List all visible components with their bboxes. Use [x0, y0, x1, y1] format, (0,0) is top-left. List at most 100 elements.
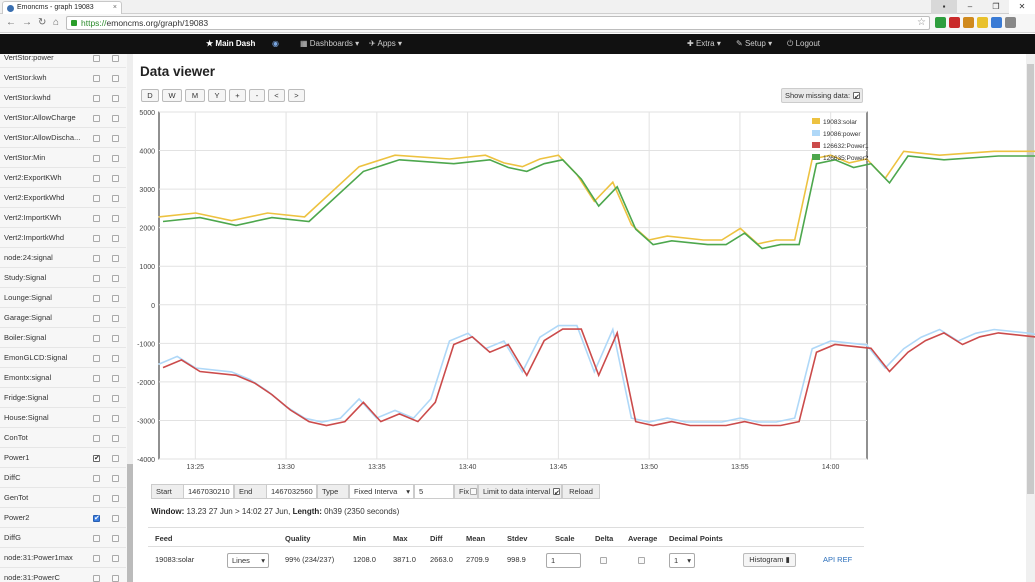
sidebar-scroll-thumb[interactable]	[127, 464, 133, 582]
apps-menu[interactable]: ✈ Apps ▾	[369, 39, 402, 48]
right-axis-checkbox[interactable]	[112, 395, 119, 402]
sidebar-scrollbar[interactable]	[127, 54, 133, 582]
right-axis-checkbox[interactable]	[112, 135, 119, 142]
right-axis-checkbox[interactable]	[112, 375, 119, 382]
left-axis-checkbox[interactable]	[93, 355, 100, 362]
fix-toggle[interactable]: Fix	[454, 484, 478, 499]
extension-shield-icon[interactable]	[949, 17, 960, 28]
left-axis-checkbox[interactable]	[93, 435, 100, 442]
right-axis-checkbox[interactable]	[112, 255, 119, 262]
right-axis-checkbox[interactable]	[112, 555, 119, 562]
left-axis-checkbox[interactable]	[93, 235, 100, 242]
right-axis-checkbox[interactable]	[112, 75, 119, 82]
right-axis-checkbox[interactable]	[112, 415, 119, 422]
left-axis-checkbox[interactable]	[93, 215, 100, 222]
range-button[interactable]: +	[229, 89, 246, 102]
right-axis-checkbox[interactable]	[112, 215, 119, 222]
browser-tab[interactable]: Emoncms - graph 19083 ×	[2, 1, 122, 14]
left-axis-checkbox[interactable]	[93, 295, 100, 302]
left-axis-checkbox[interactable]	[93, 415, 100, 422]
decimal-points-select[interactable]: 1 ▾	[669, 553, 695, 568]
left-axis-checkbox[interactable]	[93, 475, 100, 482]
left-axis-checkbox[interactable]	[93, 75, 100, 82]
show-missing-checkbox[interactable]	[853, 91, 860, 104]
limit-interval-checkbox[interactable]	[553, 487, 560, 500]
fix-checkbox[interactable]	[470, 488, 477, 495]
right-axis-checkbox[interactable]	[112, 235, 119, 242]
user-icon[interactable]: ▪	[931, 0, 957, 14]
minimize-icon[interactable]: –	[967, 2, 973, 11]
left-axis-checkbox[interactable]	[93, 255, 100, 262]
right-axis-checkbox[interactable]	[112, 495, 119, 502]
left-axis-checkbox[interactable]	[93, 275, 100, 282]
right-axis-checkbox[interactable]	[112, 335, 119, 342]
left-axis-checkbox[interactable]	[93, 155, 100, 162]
menu-icon[interactable]	[1005, 17, 1016, 28]
delta-checkbox[interactable]	[600, 557, 607, 564]
left-axis-checkbox[interactable]	[93, 175, 100, 182]
line-type-select[interactable]: Lines ▾	[227, 553, 269, 568]
logout-link[interactable]: ⏻ Logout	[787, 39, 821, 48]
left-axis-checkbox[interactable]	[93, 395, 100, 402]
right-axis-checkbox[interactable]	[112, 515, 119, 522]
show-missing-toggle[interactable]: Show missing data:	[781, 88, 863, 104]
range-button[interactable]: W	[162, 89, 182, 102]
interval-input[interactable]: 5	[414, 484, 454, 499]
right-axis-checkbox[interactable]	[112, 55, 119, 62]
left-axis-checkbox[interactable]	[93, 535, 100, 542]
reload-button[interactable]: Reload	[562, 484, 600, 499]
reload-icon[interactable]: ↻	[38, 17, 47, 28]
left-axis-checkbox[interactable]	[93, 375, 100, 382]
back-icon[interactable]: ←	[6, 17, 16, 28]
range-button[interactable]: -	[249, 89, 265, 102]
tab-close-icon[interactable]: ×	[112, 4, 117, 11]
right-axis-checkbox[interactable]	[112, 475, 119, 482]
forward-icon[interactable]: →	[22, 17, 32, 28]
right-axis-checkbox[interactable]	[112, 175, 119, 182]
left-axis-checkbox[interactable]	[93, 55, 100, 62]
range-button[interactable]: M	[185, 89, 205, 102]
right-axis-checkbox[interactable]	[112, 95, 119, 102]
page-scrollbar[interactable]	[1026, 54, 1035, 582]
page-scroll-thumb[interactable]	[1027, 64, 1034, 494]
left-axis-checkbox[interactable]	[93, 514, 100, 522]
maximize-icon[interactable]: ❐	[992, 2, 1000, 11]
extension-orange-icon[interactable]	[963, 17, 974, 28]
histogram-button[interactable]: Histogram ▮	[743, 553, 796, 567]
bookmark-star-icon[interactable]: ☆	[917, 17, 926, 28]
right-axis-checkbox[interactable]	[112, 115, 119, 122]
right-axis-checkbox[interactable]	[112, 275, 119, 282]
start-input[interactable]: 1467030210	[183, 484, 234, 499]
right-axis-checkbox[interactable]	[112, 315, 119, 322]
left-axis-checkbox[interactable]	[93, 95, 100, 102]
extra-menu[interactable]: ✚ Extra ▾	[687, 39, 721, 48]
extension-yellow-icon[interactable]	[977, 17, 988, 28]
extension-green-icon[interactable]	[935, 17, 946, 28]
left-axis-checkbox[interactable]	[93, 315, 100, 322]
right-axis-checkbox[interactable]	[112, 435, 119, 442]
right-axis-checkbox[interactable]	[112, 195, 119, 202]
average-checkbox[interactable]	[638, 557, 645, 564]
dashboards-menu[interactable]: ▦ Dashboards ▾	[300, 39, 360, 48]
range-button[interactable]: <	[268, 89, 285, 102]
left-axis-checkbox[interactable]	[93, 135, 100, 142]
right-axis-checkbox[interactable]	[112, 155, 119, 162]
left-axis-checkbox[interactable]	[93, 335, 100, 342]
left-axis-checkbox[interactable]	[93, 195, 100, 202]
scale-input[interactable]: 1	[546, 553, 581, 568]
globe-icon[interactable]: ◉	[272, 39, 279, 48]
right-axis-checkbox[interactable]	[112, 455, 119, 462]
url-input[interactable]: https://emoncms.org/graph/19083 ☆	[66, 16, 930, 30]
end-input[interactable]: 1467032560	[266, 484, 317, 499]
right-axis-checkbox[interactable]	[112, 295, 119, 302]
left-axis-checkbox[interactable]	[93, 454, 100, 462]
range-button[interactable]: >	[288, 89, 305, 102]
left-axis-checkbox[interactable]	[93, 115, 100, 122]
left-axis-checkbox[interactable]	[93, 555, 100, 562]
limit-interval-toggle[interactable]: Limit to data interval	[478, 484, 562, 500]
type-select[interactable]: Fixed Interva ▾	[349, 484, 414, 499]
close-window-icon[interactable]: ✕	[1009, 0, 1035, 14]
api-ref-link[interactable]: API REF	[823, 555, 853, 564]
range-button[interactable]: D	[141, 89, 159, 102]
